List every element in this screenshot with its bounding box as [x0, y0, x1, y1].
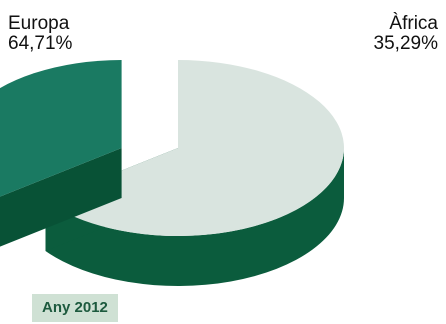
- slice-label-africa: Àfrica 35,29%: [374, 14, 438, 54]
- slice-cut-africa-0: [0, 148, 122, 247]
- slice-name-africa: Àfrica: [389, 13, 438, 34]
- slice-label-europa: Europa 64,71%: [8, 14, 72, 54]
- year-badge: Any 2012: [32, 294, 118, 322]
- slice-name-europa: Europa: [8, 13, 70, 34]
- slice-africa: [0, 60, 122, 197]
- slice-value-europa: 64,71%: [8, 33, 73, 54]
- slice-wall-europa: [45, 148, 344, 286]
- slice-value-africa: 35,29%: [373, 33, 438, 54]
